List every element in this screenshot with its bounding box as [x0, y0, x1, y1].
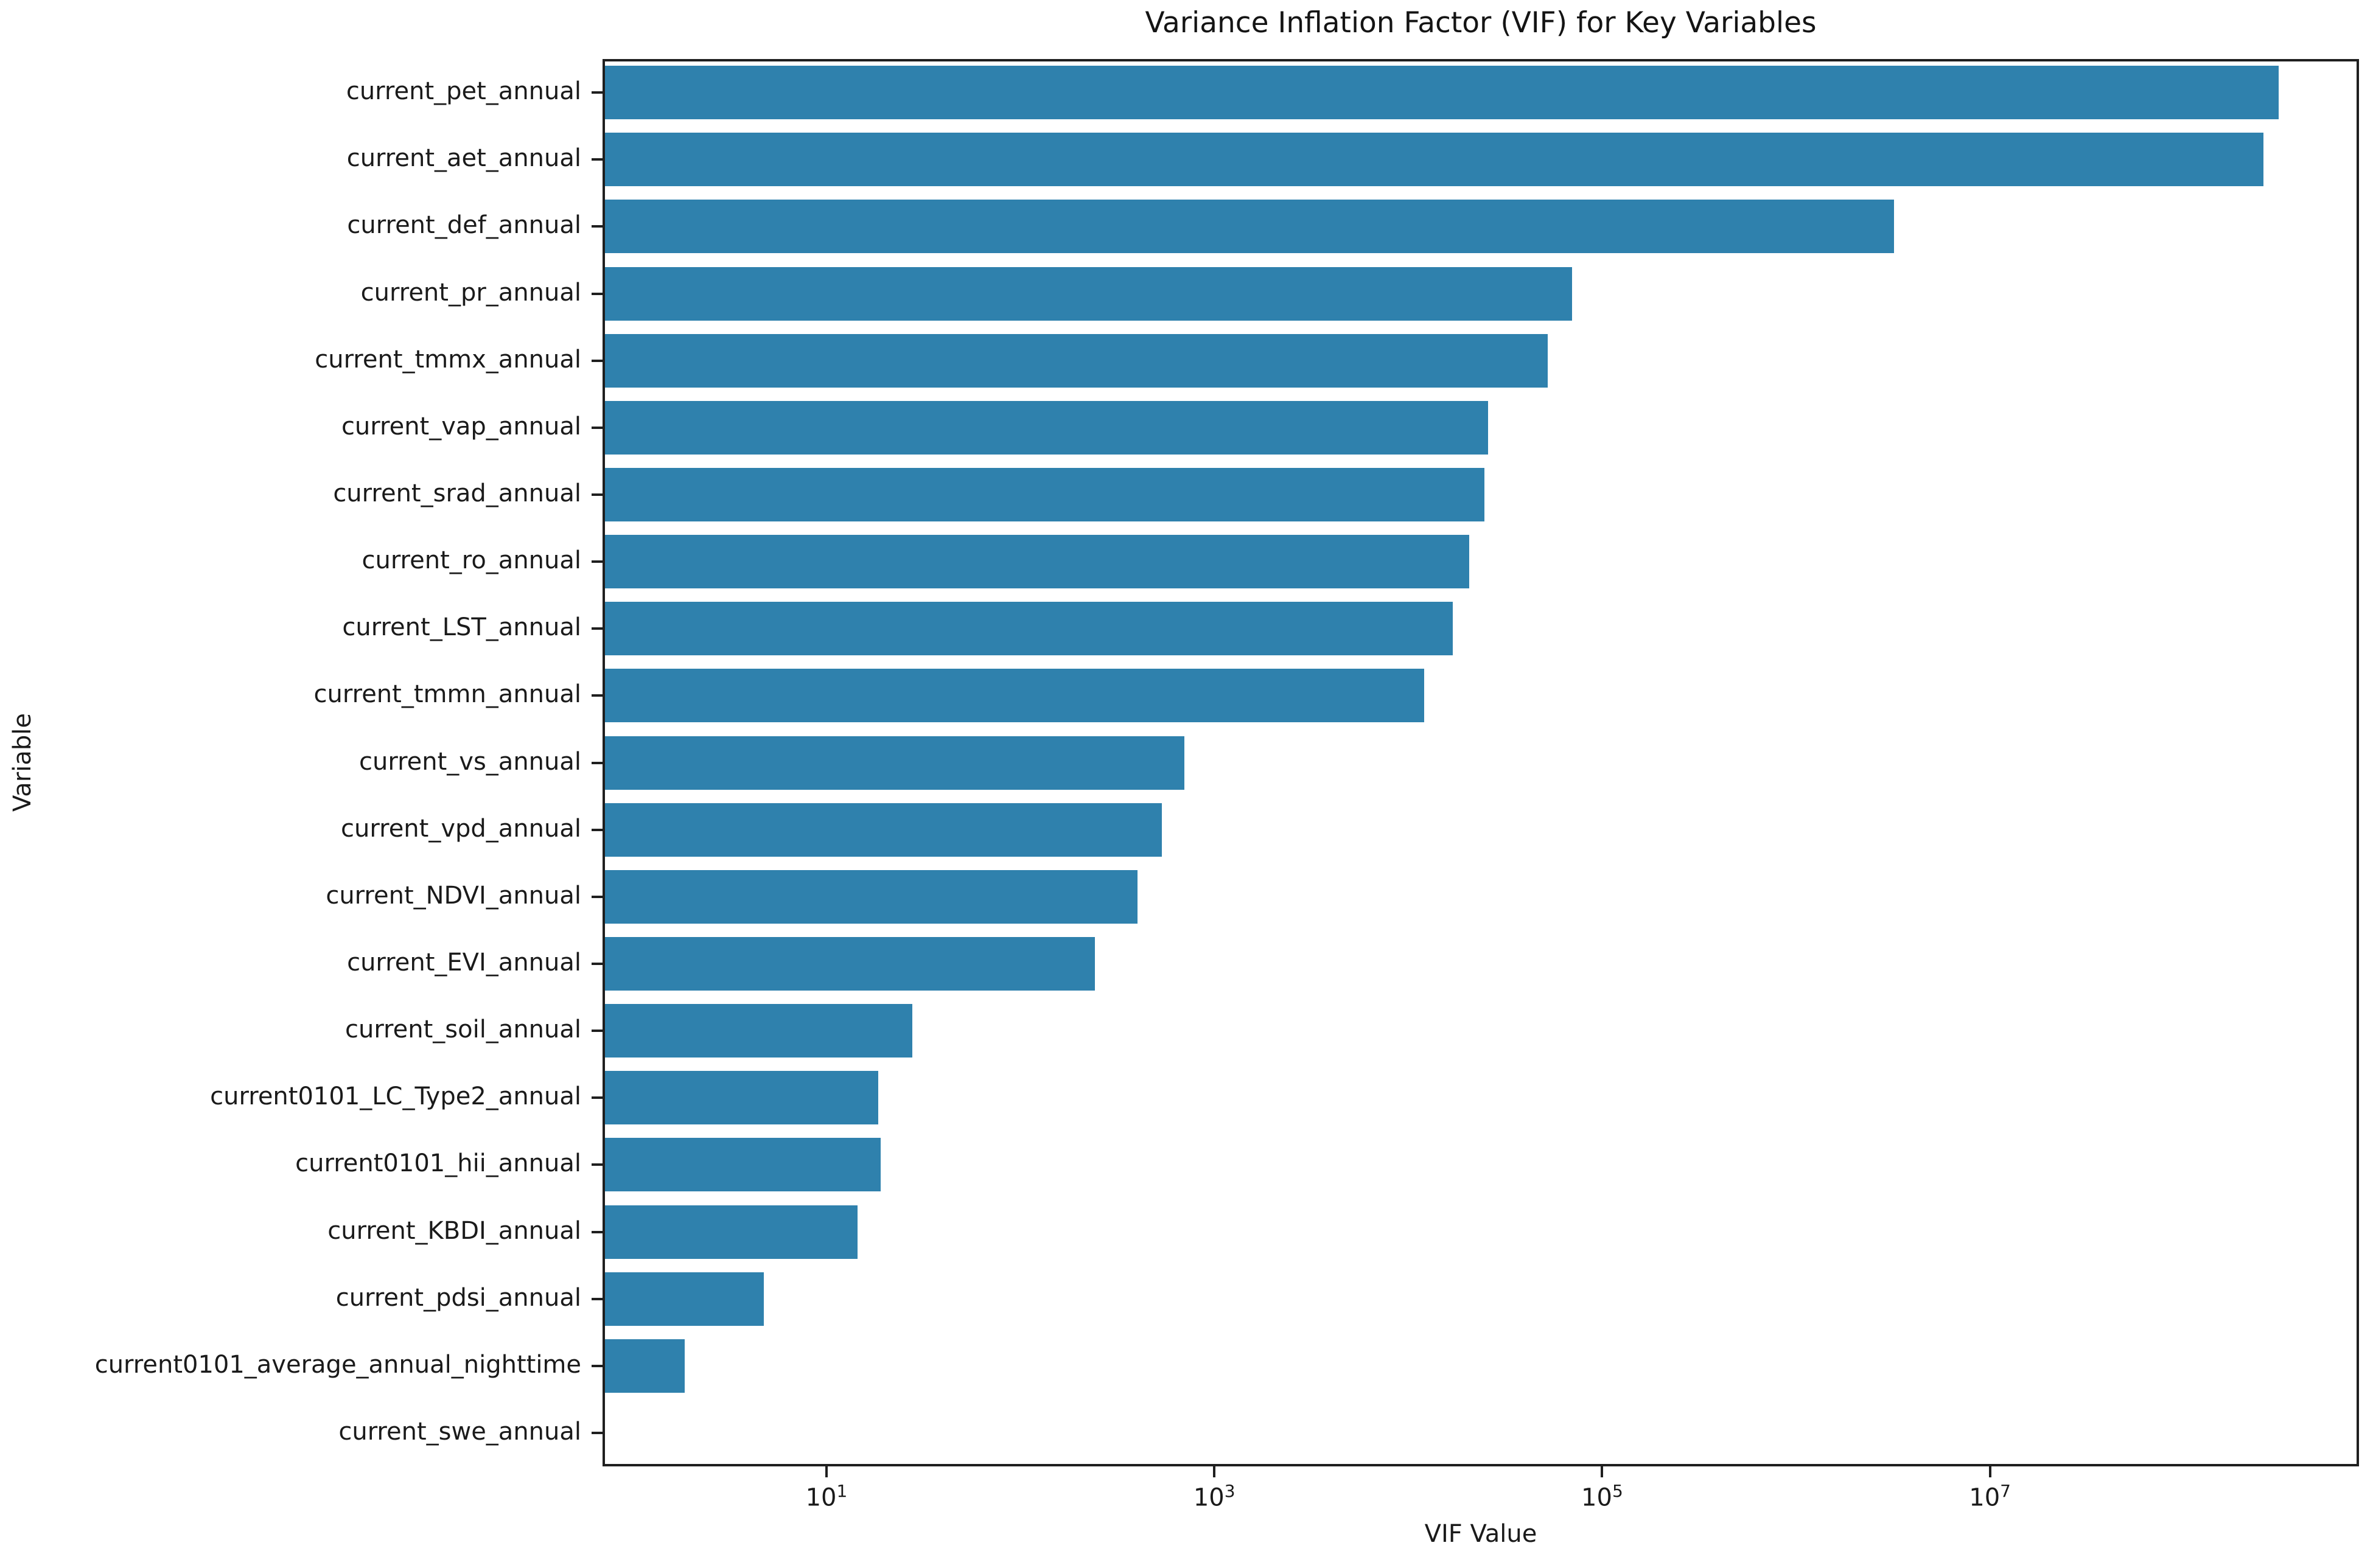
vif-bar — [605, 1339, 685, 1393]
y-tick-mark — [592, 225, 603, 228]
vif-bar — [605, 200, 1894, 254]
x-tick-mark — [1213, 1466, 1216, 1477]
y-tick-label: current_EVI_annual — [347, 949, 581, 977]
y-tick-label: current_soil_annual — [344, 1016, 581, 1044]
y-tick-label: current_tmmn_annual — [313, 680, 581, 709]
vif-bar — [605, 602, 1453, 656]
y-axis-label: Variable — [9, 713, 37, 812]
y-tick-label: current0101_LC_Type2_annual — [210, 1082, 581, 1111]
y-tick-label: current_tmmx_annual — [315, 345, 581, 374]
y-tick-label: current_vs_annual — [359, 747, 581, 776]
y-tick-label: current_aet_annual — [346, 144, 581, 173]
plot-area — [603, 59, 2359, 1466]
vif-bar — [605, 936, 1095, 991]
y-tick-mark — [592, 158, 603, 161]
vif-bar — [605, 400, 1488, 455]
y-tick-label: current_KBDI_annual — [327, 1216, 581, 1245]
y-tick-label: current_swe_annual — [338, 1418, 581, 1446]
vif-bar — [605, 1138, 881, 1192]
vif-bar — [605, 869, 1138, 924]
y-tick-mark — [592, 1364, 603, 1367]
y-tick-mark — [592, 292, 603, 295]
y-tick-mark — [592, 493, 603, 496]
y-tick-label: current_srad_annual — [333, 479, 581, 508]
y-tick-label: current_LST_annual — [342, 613, 581, 642]
x-tick-label: 103 — [1193, 1481, 1235, 1512]
y-tick-mark — [592, 627, 603, 630]
vif-bar — [605, 1004, 913, 1058]
chart-title: Variance Inflation Factor (VIF) for Key … — [1145, 6, 1817, 40]
x-tick-mark — [1601, 1466, 1604, 1477]
vif-bar — [605, 736, 1184, 790]
y-tick-mark — [592, 1230, 603, 1233]
vif-bar — [605, 467, 1484, 521]
vif-bar — [605, 535, 1469, 589]
x-tick-label: 101 — [805, 1481, 848, 1512]
y-tick-mark — [592, 1030, 603, 1033]
y-tick-label: current_vpd_annual — [341, 814, 581, 843]
vif-bar — [605, 1205, 858, 1259]
y-tick-label: current0101_hii_annual — [295, 1149, 581, 1178]
y-tick-mark — [592, 1163, 603, 1166]
y-tick-mark — [592, 1096, 603, 1099]
x-tick-label: 107 — [1969, 1481, 2011, 1512]
y-tick-label: current_vap_annual — [341, 412, 581, 441]
y-tick-label: current_pet_annual — [346, 77, 581, 106]
y-tick-mark — [592, 1297, 603, 1300]
y-tick-label: current_pdsi_annual — [335, 1283, 581, 1312]
x-axis-label: VIF Value — [1424, 1520, 1537, 1548]
x-tick-mark — [1988, 1466, 1991, 1477]
y-tick-label: current_ro_annual — [362, 546, 581, 575]
vif-bar — [605, 1272, 764, 1326]
vif-bar — [605, 267, 1573, 321]
y-tick-mark — [592, 761, 603, 764]
y-tick-label: current_NDVI_annual — [326, 881, 581, 910]
y-tick-label: current0101_average_annual_nighttime — [94, 1350, 581, 1379]
y-tick-label: current_def_annual — [347, 211, 581, 240]
vif-bar — [605, 669, 1424, 723]
y-tick-mark — [592, 560, 603, 563]
y-tick-mark — [592, 962, 603, 965]
y-tick-mark — [592, 426, 603, 429]
vif-bar — [605, 133, 2264, 187]
y-tick-mark — [592, 1431, 603, 1434]
vif-bar — [605, 1071, 879, 1125]
x-tick-label: 105 — [1581, 1481, 1623, 1512]
y-tick-mark — [592, 694, 603, 697]
vif-bar — [605, 333, 1548, 388]
vif-bar — [605, 66, 2279, 120]
vif-bar — [605, 803, 1162, 857]
y-tick-mark — [592, 359, 603, 362]
y-tick-label: current_pr_annual — [360, 278, 581, 307]
y-tick-mark — [592, 91, 603, 94]
y-tick-mark — [592, 828, 603, 831]
y-tick-mark — [592, 895, 603, 898]
x-tick-mark — [825, 1466, 828, 1477]
